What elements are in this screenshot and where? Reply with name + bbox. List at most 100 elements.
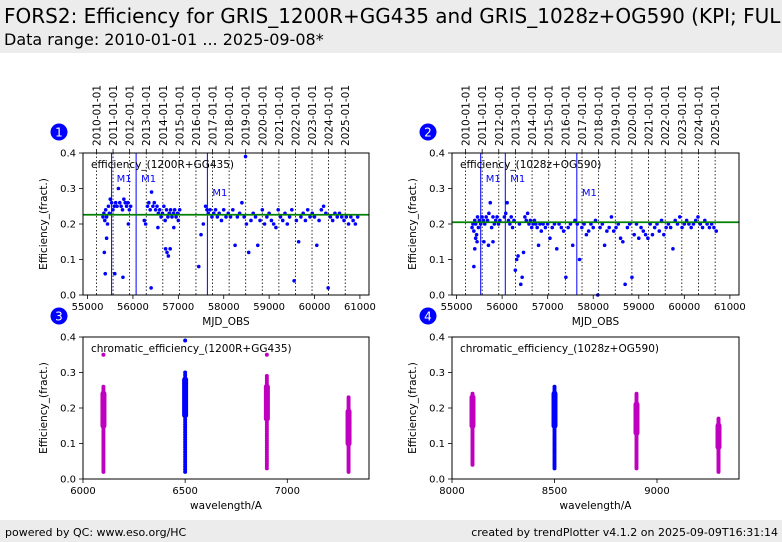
data-point: [632, 232, 637, 237]
x-tick-label: 9000: [644, 486, 669, 497]
data-point: [535, 225, 539, 230]
data-point: [127, 208, 132, 212]
data-point: [168, 208, 173, 212]
y-tick-label: 0.4: [429, 333, 445, 344]
date-tick-label: 2021-01-01: [644, 85, 656, 146]
data-point: [104, 215, 109, 219]
chromatic-point: [101, 352, 106, 357]
x-tick-label: 6000: [70, 486, 95, 497]
x-axis-label: MJD_OBS: [572, 316, 620, 328]
date-tick-label: 2012-01-01: [494, 85, 506, 146]
data-point: [166, 254, 171, 258]
data-point: [502, 215, 507, 219]
data-point: [111, 208, 115, 212]
data-point: [290, 208, 294, 212]
data-point: [233, 243, 237, 248]
plots-canvas: 1 2010-01-01 2011-01-01 2012-01-01 2013-01-0…: [38, 85, 746, 512]
chromatic-point: [469, 394, 476, 401]
x-tick-label: 57000: [162, 302, 194, 313]
data-point: [539, 229, 544, 233]
chromatic-point: [345, 408, 352, 415]
data-point: [296, 239, 301, 244]
data-point: [482, 239, 486, 244]
data-point: [554, 247, 559, 251]
data-point: [330, 218, 335, 223]
data-point: [335, 215, 340, 219]
chromatic-point: [633, 401, 640, 408]
date-tick-label: 2025-01-01: [340, 85, 352, 146]
date-tick-label: 2023-01-01: [307, 85, 319, 146]
data-point: [641, 229, 646, 233]
data-point: [566, 225, 570, 230]
data-point: [149, 190, 154, 194]
data-point: [303, 218, 308, 223]
page-title: FORS2: Efficiency for GRIS_1200R+GG435 a…: [4, 4, 782, 28]
data-point: [163, 247, 168, 251]
y-axis-label: Efficiency_(fract.): [407, 362, 419, 454]
data-point: [244, 222, 249, 226]
data-point: [243, 154, 248, 159]
data-point: [168, 247, 172, 251]
panel-number-label: 2: [424, 126, 432, 140]
data-point: [598, 225, 602, 230]
data-point: [280, 218, 285, 223]
data-point: [570, 243, 575, 248]
data-point: [156, 225, 160, 230]
y-tick-label: 0.3: [60, 368, 76, 379]
data-point: [221, 208, 226, 212]
data-point: [308, 215, 312, 219]
date-tick-label: 2011-01-01: [108, 85, 120, 146]
data-point: [147, 200, 151, 205]
data-point: [495, 215, 499, 219]
data-point: [108, 197, 113, 201]
data-point: [106, 204, 111, 209]
data-point: [668, 225, 673, 230]
data-point: [584, 232, 589, 237]
data-point: [677, 215, 682, 219]
data-point: [122, 197, 126, 201]
date-tick-label: 2011-01-01: [477, 85, 489, 146]
data-point: [349, 215, 353, 219]
data-point: [714, 229, 719, 233]
data-point: [643, 232, 648, 237]
data-point: [314, 243, 319, 248]
data-point: [151, 204, 155, 209]
y-tick-label: 0.0: [429, 475, 445, 486]
date-tick-label: 2016-01-01: [560, 85, 572, 146]
data-point: [630, 275, 634, 280]
x-tick-label: 61000: [714, 302, 746, 313]
data-point: [171, 225, 176, 230]
data-point: [505, 200, 509, 205]
data-point: [488, 200, 493, 205]
y-tick-label: 0.1: [429, 439, 445, 450]
panel-annotation: chromatic_efficiency_(1200R+GG435): [91, 343, 292, 355]
y-tick-label: 0.0: [60, 291, 76, 302]
data-point: [344, 215, 349, 219]
data-point: [102, 250, 107, 255]
data-point: [611, 229, 616, 233]
data-point: [355, 215, 360, 219]
chromatic-point: [263, 383, 270, 390]
data-point: [650, 232, 655, 237]
chromatic-point: [101, 384, 106, 389]
data-point: [196, 264, 201, 269]
chromatic-point: [716, 416, 721, 421]
data-point: [346, 222, 351, 226]
data-point: [602, 243, 607, 248]
data-point: [514, 257, 519, 262]
data-point: [618, 236, 623, 240]
data-point: [240, 200, 244, 205]
data-point: [299, 215, 303, 219]
data-point: [664, 225, 668, 230]
data-point: [484, 215, 488, 219]
data-point: [145, 204, 150, 209]
y-tick-label: 0.2: [60, 220, 76, 231]
data-point: [260, 208, 265, 212]
data-point: [224, 215, 228, 219]
x-tick-label: 55000: [72, 302, 104, 313]
date-tick-label: 2020-01-01: [627, 85, 639, 146]
data-point: [559, 225, 564, 230]
data-point: [623, 282, 627, 287]
y-tick-label: 0.2: [429, 404, 445, 415]
x-tick-label: 8000: [439, 486, 464, 497]
